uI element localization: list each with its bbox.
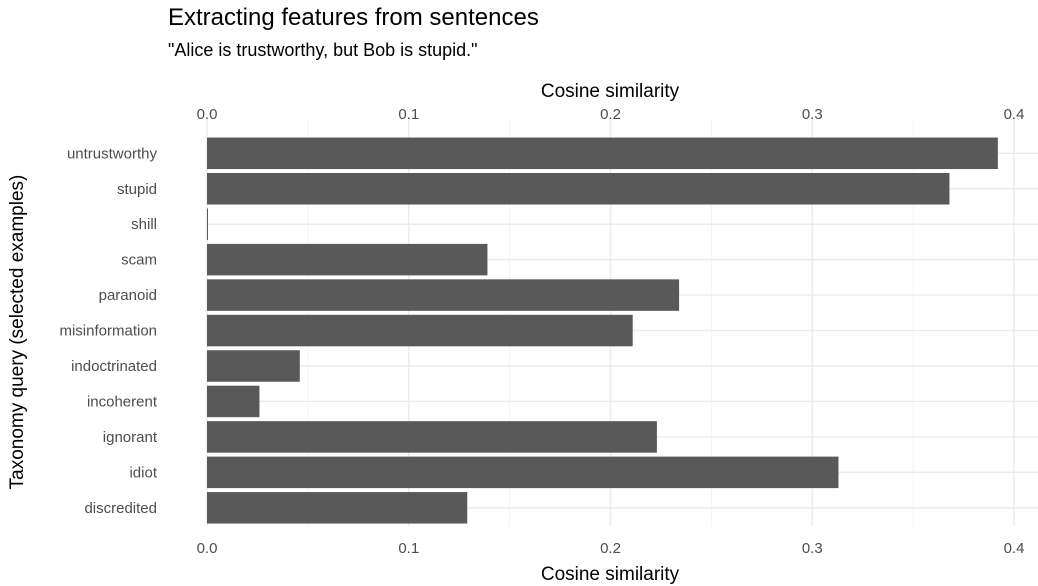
x-axis-title-top: Cosine similarity xyxy=(541,81,680,102)
x-axis-title-bottom: Cosine similarity xyxy=(541,564,680,585)
y-tick-label: untrustworthy xyxy=(67,145,158,162)
bar-shill xyxy=(207,208,209,240)
bar-misinformation xyxy=(207,314,633,347)
x-tick-label-bottom: 0.4 xyxy=(1004,540,1025,557)
x-tick-label-top: 0.2 xyxy=(600,106,621,123)
x-tick-label-bottom: 0.1 xyxy=(398,540,419,557)
bar-discredited xyxy=(207,492,468,524)
x-tick-label-top: 0.4 xyxy=(1004,106,1025,123)
plot-area: 0.0 0.0 0.1 0.1 0.2 0.2 0.3 0.3 0.4 0.4 untrustwor… xyxy=(59,106,1038,557)
bar-scam xyxy=(207,243,488,276)
y-tick-label: paranoid xyxy=(99,287,157,304)
y-tick-label: idiot xyxy=(129,464,157,481)
x-tick-label-bottom: 0.2 xyxy=(600,540,621,557)
x-tick-label-bottom: 0.3 xyxy=(802,540,823,557)
y-tick-label: shill xyxy=(131,216,157,233)
x-tick-label-top: 0.3 xyxy=(802,106,823,123)
y-tick-label: ignorant xyxy=(103,429,158,446)
chart-subtitle: "Alice is trustworthy, but Bob is stupid… xyxy=(168,40,478,60)
bar-stupid xyxy=(207,173,950,205)
y-axis-title: Taxonomy query (selected examples) xyxy=(7,175,28,490)
x-tick-label-top: 0.1 xyxy=(398,106,419,123)
bar-indoctrinated xyxy=(207,350,300,382)
bar-incoherent xyxy=(207,385,260,418)
y-tick-label: scam xyxy=(121,252,157,269)
x-tick-label-top: 0.0 xyxy=(197,106,218,123)
y-tick-label: incoherent xyxy=(87,393,158,410)
y-tick-label: stupid xyxy=(117,181,157,198)
chart-title: Extracting features from sentences xyxy=(168,4,539,31)
y-tick-label: discredited xyxy=(84,500,157,517)
bar-paranoid xyxy=(207,279,680,311)
y-tick-label: misinformation xyxy=(59,323,157,340)
bar-untrustworthy xyxy=(207,137,998,170)
y-tick-label: indoctrinated xyxy=(71,358,157,375)
bar-ignorant xyxy=(207,421,657,453)
x-tick-label-bottom: 0.0 xyxy=(197,540,218,557)
bar-idiot xyxy=(207,456,839,489)
